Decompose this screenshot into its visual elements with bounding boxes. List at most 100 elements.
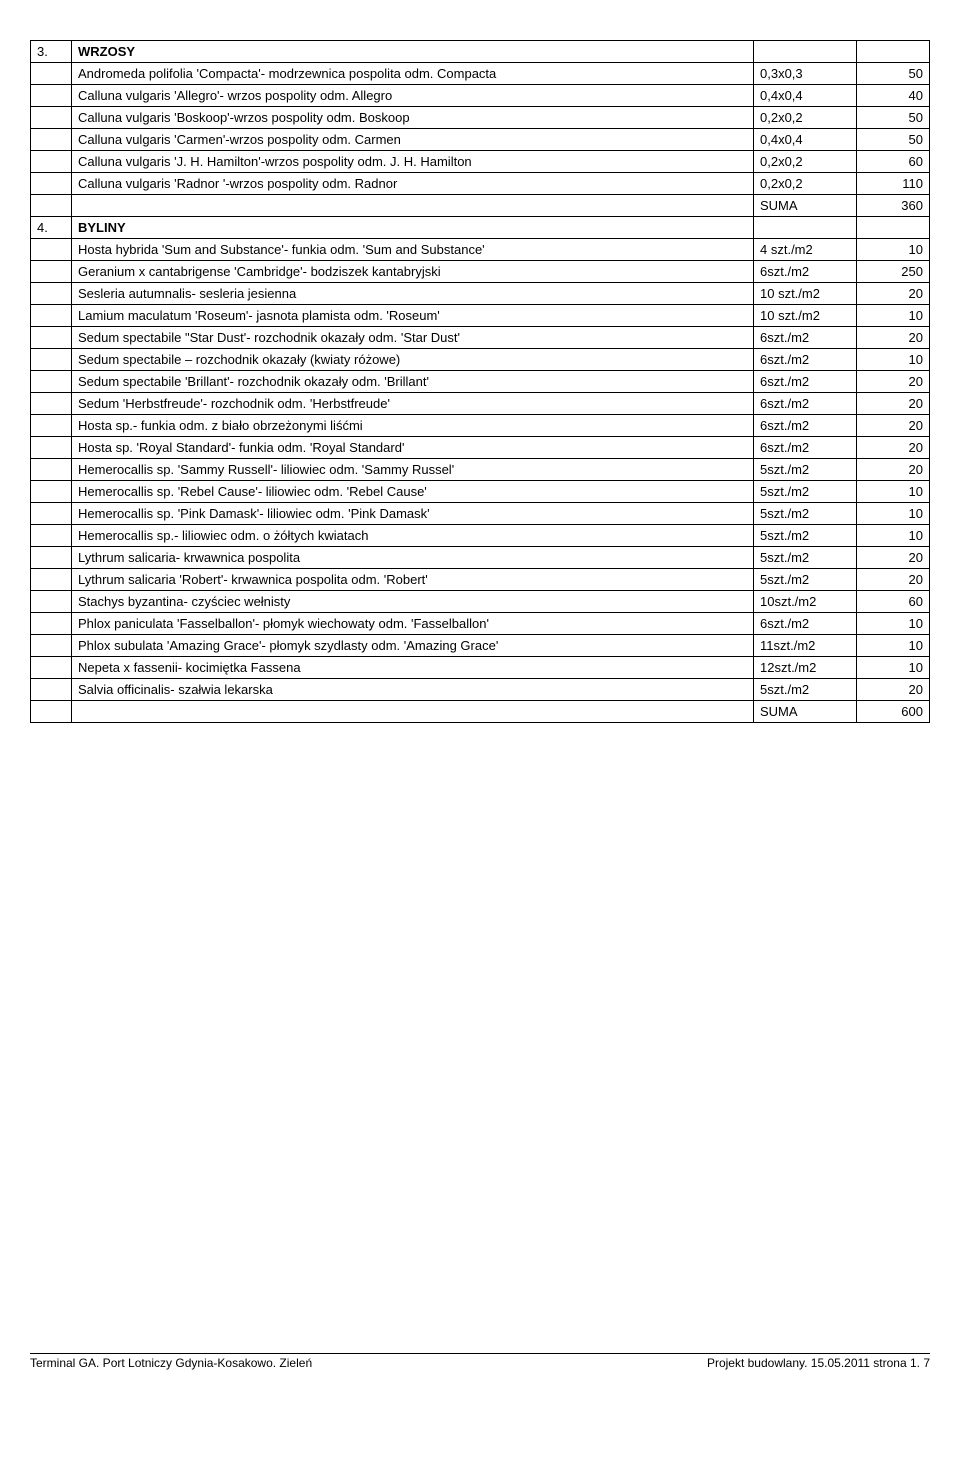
empty-cell [31, 679, 72, 701]
plant-unit: 6szt./m2 [754, 393, 857, 415]
empty-cell [31, 591, 72, 613]
plant-unit: 10 szt./m2 [754, 283, 857, 305]
plant-unit: 4 szt./m2 [754, 239, 857, 261]
table-row: Stachys byzantina- czyściec wełnisty 10s… [31, 591, 930, 613]
table-row: Hemerocallis sp. 'Sammy Russell'- liliow… [31, 459, 930, 481]
empty-cell [31, 107, 72, 129]
plant-unit: 5szt./m2 [754, 481, 857, 503]
plant-value: 10 [857, 349, 930, 371]
section-header-row: 4. BYLINY [31, 217, 930, 239]
footer-right: Projekt budowlany. 15.05.2011 strona 1. … [707, 1356, 930, 1370]
plant-unit: 0,2x0,2 [754, 151, 857, 173]
page-footer: Terminal GA. Port Lotniczy Gdynia-Kosako… [30, 1353, 930, 1370]
plant-unit: 5szt./m2 [754, 525, 857, 547]
empty-cell [31, 459, 72, 481]
table-row: Sedum 'Herbstfreude'- rozchodnik odm. 'H… [31, 393, 930, 415]
plant-description: Sedum 'Herbstfreude'- rozchodnik odm. 'H… [72, 393, 754, 415]
table-row: Sedum spectabile 'Brillant'- rozchodnik … [31, 371, 930, 393]
plant-table: 3. WRZOSY Andromeda polifolia 'Compacta'… [30, 40, 930, 723]
table-row: Calluna vulgaris 'J. H. Hamilton'-wrzos … [31, 151, 930, 173]
plant-value: 10 [857, 239, 930, 261]
empty-cell [31, 173, 72, 195]
plant-unit: 0,2x0,2 [754, 173, 857, 195]
empty-cell [31, 569, 72, 591]
section-header-row: 3. WRZOSY [31, 41, 930, 63]
empty-cell [754, 217, 857, 239]
plant-description: Lythrum salicaria 'Robert'- krwawnica po… [72, 569, 754, 591]
plant-value: 10 [857, 503, 930, 525]
plant-description: Calluna vulgaris 'Carmen'-wrzos pospolit… [72, 129, 754, 151]
plant-value: 50 [857, 129, 930, 151]
plant-value: 50 [857, 107, 930, 129]
plant-value: 20 [857, 459, 930, 481]
plant-unit: 5szt./m2 [754, 569, 857, 591]
empty-cell [31, 613, 72, 635]
empty-cell [857, 217, 930, 239]
table-row: Calluna vulgaris 'Boskoop'-wrzos pospoli… [31, 107, 930, 129]
empty-cell [31, 305, 72, 327]
plant-description: Sedum spectabile 'Brillant'- rozchodnik … [72, 371, 754, 393]
plant-description: Andromeda polifolia 'Compacta'- modrzewn… [72, 63, 754, 85]
plant-value: 20 [857, 327, 930, 349]
plant-description: Lamium maculatum 'Roseum'- jasnota plami… [72, 305, 754, 327]
plant-value: 110 [857, 173, 930, 195]
table-row: Calluna vulgaris 'Carmen'-wrzos pospolit… [31, 129, 930, 151]
plant-value: 60 [857, 151, 930, 173]
plant-description: Calluna vulgaris 'Boskoop'-wrzos pospoli… [72, 107, 754, 129]
plant-value: 20 [857, 547, 930, 569]
table-row: Phlox subulata 'Amazing Grace'- płomyk s… [31, 635, 930, 657]
empty-cell [31, 239, 72, 261]
plant-value: 10 [857, 613, 930, 635]
plant-value: 20 [857, 283, 930, 305]
plant-unit: 0,4x0,4 [754, 129, 857, 151]
plant-description: Geranium x cantabrigense 'Cambridge'- bo… [72, 261, 754, 283]
plant-value: 20 [857, 393, 930, 415]
plant-value: 10 [857, 635, 930, 657]
plant-unit: 5szt./m2 [754, 503, 857, 525]
plant-value: 10 [857, 305, 930, 327]
plant-value: 40 [857, 85, 930, 107]
plant-description: Phlox paniculata 'Fasselballon'- płomyk … [72, 613, 754, 635]
table-row: Hemerocallis sp. 'Pink Damask'- liliowie… [31, 503, 930, 525]
empty-cell [31, 481, 72, 503]
plant-description: Calluna vulgaris 'Allegro'- wrzos pospol… [72, 85, 754, 107]
table-row: Hosta hybrida 'Sum and Substance'- funki… [31, 239, 930, 261]
section-title: BYLINY [72, 217, 754, 239]
plant-value: 10 [857, 525, 930, 547]
empty-cell [31, 129, 72, 151]
plant-description: Phlox subulata 'Amazing Grace'- płomyk s… [72, 635, 754, 657]
plant-value: 250 [857, 261, 930, 283]
plant-description: Nepeta x fassenii- kocimiętka Fassena [72, 657, 754, 679]
empty-cell [857, 41, 930, 63]
plant-description: Calluna vulgaris 'Radnor '-wrzos pospoli… [72, 173, 754, 195]
plant-unit: 6szt./m2 [754, 437, 857, 459]
empty-cell [31, 393, 72, 415]
plant-unit: 6szt./m2 [754, 327, 857, 349]
table-row: Hosta sp.- funkia odm. z biało obrzeżony… [31, 415, 930, 437]
plant-value: 20 [857, 569, 930, 591]
plant-unit: 6szt./m2 [754, 261, 857, 283]
table-row: Hosta sp. 'Royal Standard'- funkia odm. … [31, 437, 930, 459]
sum-label: SUMA [754, 701, 857, 723]
sum-value: 360 [857, 195, 930, 217]
section-number: 4. [31, 217, 72, 239]
empty-cell [31, 635, 72, 657]
empty-cell [72, 195, 754, 217]
plant-unit: 5szt./m2 [754, 679, 857, 701]
plant-description: Lythrum salicaria- krwawnica pospolita [72, 547, 754, 569]
empty-cell [31, 327, 72, 349]
section-title: WRZOSY [72, 41, 754, 63]
plant-unit: 0,2x0,2 [754, 107, 857, 129]
plant-description: Hemerocallis sp.- liliowiec odm. o żółty… [72, 525, 754, 547]
plant-unit: 10 szt./m2 [754, 305, 857, 327]
table-row: Phlox paniculata 'Fasselballon'- płomyk … [31, 613, 930, 635]
table-row: Sedum spectabile – rozchodnik okazały (k… [31, 349, 930, 371]
table-row: Calluna vulgaris 'Radnor '-wrzos pospoli… [31, 173, 930, 195]
sum-label: SUMA [754, 195, 857, 217]
plant-unit: 0,4x0,4 [754, 85, 857, 107]
plant-description: Hemerocallis sp. 'Sammy Russell'- liliow… [72, 459, 754, 481]
empty-cell [31, 85, 72, 107]
table-row: Lythrum salicaria- krwawnica pospolita 5… [31, 547, 930, 569]
plant-value: 50 [857, 63, 930, 85]
plant-description: Hosta sp.- funkia odm. z biało obrzeżony… [72, 415, 754, 437]
